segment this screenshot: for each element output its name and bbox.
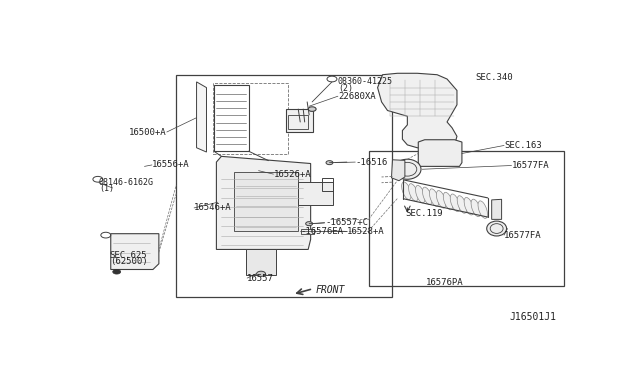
Polygon shape (111, 234, 159, 269)
Ellipse shape (457, 196, 467, 213)
Ellipse shape (408, 184, 418, 201)
Text: -16576EA: -16576EA (300, 227, 343, 236)
Text: SEC.625: SEC.625 (110, 251, 147, 260)
Ellipse shape (444, 192, 452, 210)
Text: (1): (1) (99, 184, 114, 193)
Bar (234, 172, 298, 231)
Ellipse shape (402, 182, 411, 199)
Text: 16500+A: 16500+A (129, 128, 167, 137)
Circle shape (113, 269, 121, 274)
Ellipse shape (451, 194, 460, 212)
Circle shape (419, 142, 460, 166)
Text: 16526+A: 16526+A (273, 170, 311, 179)
Text: 16556+A: 16556+A (152, 160, 189, 169)
Text: -16516: -16516 (355, 158, 388, 167)
Text: (2): (2) (338, 84, 353, 93)
Ellipse shape (478, 201, 488, 218)
Text: 22680XA: 22680XA (338, 92, 376, 101)
Ellipse shape (486, 221, 507, 236)
Text: -16557+C: -16557+C (326, 218, 369, 227)
Text: 16528+A: 16528+A (347, 227, 385, 236)
Bar (214, 85, 249, 151)
Circle shape (434, 151, 445, 157)
Text: SEC.119: SEC.119 (405, 209, 442, 218)
Text: (62500): (62500) (110, 257, 147, 266)
Ellipse shape (464, 198, 474, 215)
Bar (322, 178, 333, 191)
Ellipse shape (436, 190, 446, 208)
Ellipse shape (429, 189, 439, 206)
Circle shape (257, 271, 266, 276)
Ellipse shape (471, 199, 481, 217)
Text: 16577FA: 16577FA (504, 231, 541, 240)
Text: FRONT: FRONT (316, 285, 345, 295)
Polygon shape (419, 140, 462, 166)
Bar (176, 75, 392, 297)
Circle shape (308, 107, 316, 111)
Text: J16501J1: J16501J1 (509, 312, 556, 322)
Circle shape (306, 222, 312, 226)
Bar (213, 83, 288, 154)
Bar (288, 115, 308, 129)
Polygon shape (378, 73, 457, 148)
Polygon shape (196, 82, 207, 152)
Text: 08360-41225: 08360-41225 (338, 77, 393, 86)
Bar (301, 230, 314, 234)
Ellipse shape (394, 159, 421, 179)
Bar (286, 109, 313, 132)
Text: 16557: 16557 (247, 273, 274, 283)
Text: 16576PA: 16576PA (426, 278, 463, 287)
Polygon shape (216, 156, 310, 250)
Polygon shape (246, 250, 276, 275)
Text: 16546+A: 16546+A (194, 203, 232, 212)
Polygon shape (492, 199, 502, 219)
Text: SEC.340: SEC.340 (476, 73, 513, 82)
Ellipse shape (422, 187, 432, 205)
Text: SEC.163: SEC.163 (504, 141, 541, 150)
Text: 08146-6162G: 08146-6162G (99, 178, 154, 187)
Polygon shape (392, 160, 405, 181)
Ellipse shape (415, 185, 425, 203)
Text: 16577FA: 16577FA (511, 161, 549, 170)
Circle shape (326, 161, 333, 165)
Bar (369, 151, 564, 286)
Bar (298, 182, 333, 205)
